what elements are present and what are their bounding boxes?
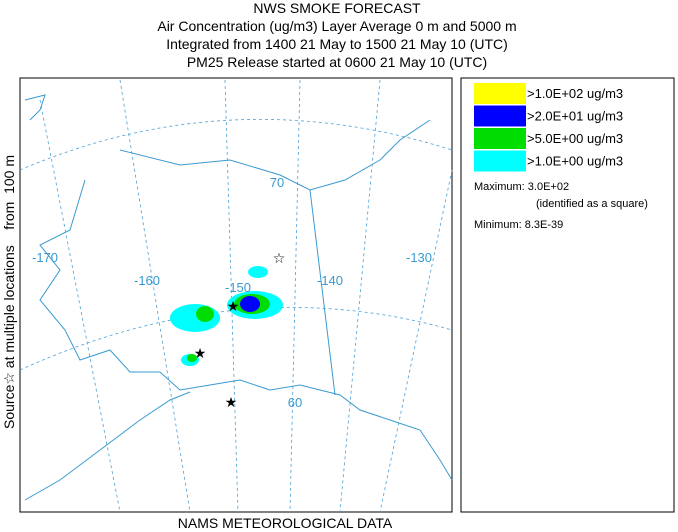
legend: >1.0E+02 ug/m3 >2.0E+01 ug/m3 >5.0E+00 ug/…	[474, 83, 623, 172]
map-label: -140	[317, 273, 343, 288]
subtitle: PM25 Release started at 0600 21 May 10 (…	[187, 54, 487, 70]
smoke: ☆ ★ ★ ★	[170, 250, 285, 410]
legend-frame	[460, 77, 675, 513]
minimum: Minimum: 8.3E-39	[474, 219, 563, 231]
title: NWS SMOKE FORECAST	[253, 0, 421, 16]
legend-label: >1.0E+02 ug/m3	[527, 86, 623, 101]
map-label: 60	[288, 395, 302, 410]
map-label: -160	[134, 273, 160, 288]
map-label: 70	[270, 175, 284, 190]
map	[19, 79, 453, 513]
subtitle: Integrated from 1400 21 May to 1500 21 M…	[166, 36, 508, 52]
legend-swatch	[474, 150, 526, 172]
legend-label: >2.0E+01 ug/m3	[527, 109, 623, 124]
map-label: -150	[225, 280, 251, 295]
map-label: -170	[32, 250, 58, 265]
max-note: (identified as a square)	[536, 198, 648, 210]
map-label: -130	[406, 250, 432, 265]
svg-text:☆: ☆	[273, 250, 286, 266]
legend-swatch	[474, 128, 526, 149]
legend-swatch	[474, 83, 526, 104]
svg-text:★: ★	[225, 394, 238, 410]
legend-label: >1.0E+00 ug/m3	[527, 154, 623, 169]
svg-text:★: ★	[227, 298, 240, 314]
legend-label: >5.0E+00 ug/m3	[527, 131, 623, 146]
svg-text:★: ★	[194, 345, 207, 361]
footer: NAMS METEOROLOGICAL DATA	[178, 515, 393, 531]
legend-swatch	[474, 105, 526, 127]
side-label: Source☆ at multiple locations from 100 m	[1, 155, 17, 429]
subtitle: Air Concentration (ug/m3) Layer Average …	[157, 18, 516, 34]
maximum: Maximum: 3.0E+02	[474, 181, 569, 193]
